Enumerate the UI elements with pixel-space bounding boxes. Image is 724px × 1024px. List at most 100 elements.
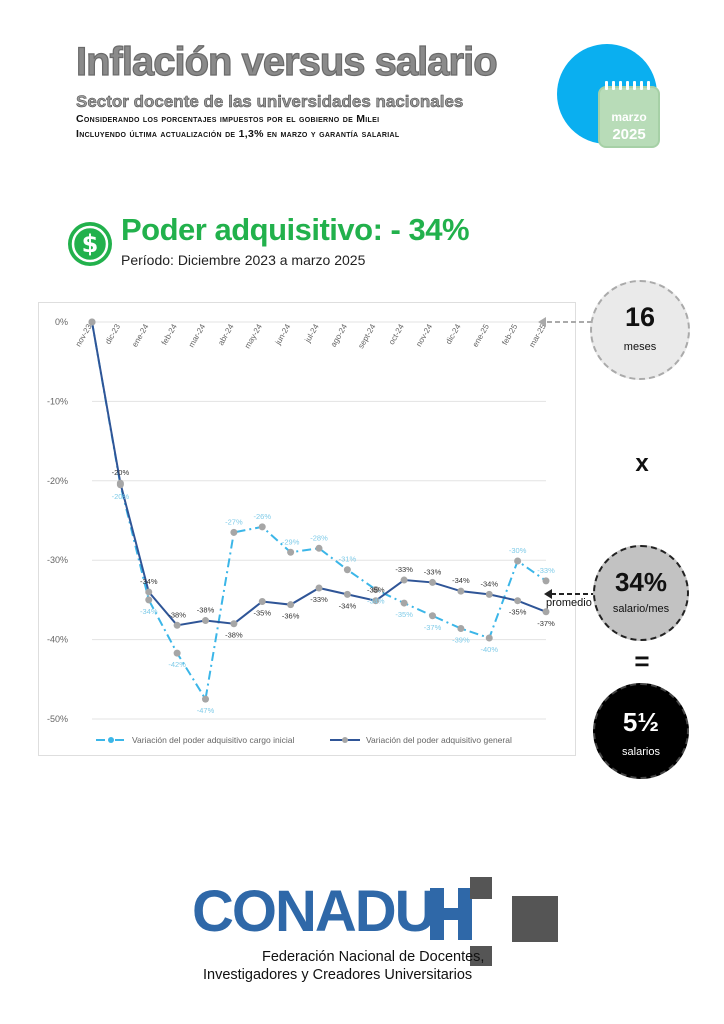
legend-marker [108,737,114,743]
salarios-label: salarios [622,746,660,758]
data-point [343,590,351,598]
data-label: -30% [509,546,527,555]
data-point [457,587,465,595]
dollar-icon: $ [68,222,112,266]
x-tick-label: nov-24 [414,322,434,348]
y-axis-ticks: 0% -10% -20% -30% -40% -50% [47,317,68,724]
salarios-value: 5½ [622,707,660,737]
data-point [542,577,550,585]
data-point [514,557,522,565]
data-label: -33% [537,566,555,575]
series-line-general [91,321,547,627]
data-point [429,612,436,620]
multiply-sign: x [635,450,649,477]
data-point [343,566,351,574]
line-chart: 0% -10% -20% -30% -40% -50% nov-23 dic-23 ene-2… [47,317,555,745]
percent-bubble [593,545,689,641]
x-axis-ticks: nov-23 dic-23 ene-24 feb-24 mar-24 abr-24 may-… [74,322,548,350]
chart-grid [92,321,546,720]
logo-square-icon [470,946,492,966]
legend-label-general: Variación del poder adquisitivo general [366,735,512,745]
legend-label-cargo-inicial: Variación del poder adquisitivo cargo in… [132,735,294,745]
data-point [315,584,323,592]
x-tick-label: ene-25 [471,322,492,349]
months-value: 16 [624,302,656,332]
context-line-2: Incluyendo última actualización de 1,3% … [76,128,400,140]
calendar-rings-icon [605,81,650,90]
data-label: -34% [480,579,498,588]
data-label: -37% [537,619,555,628]
data-label: -34% [140,577,158,586]
period-label: Período: Diciembre 2023 a marzo 2025 [121,252,366,268]
x-tick-label: may-24 [243,322,264,350]
data-point [485,590,493,598]
logo-h-icon [430,888,472,940]
headline: Poder adquisitivo: - 34% [121,212,470,247]
data-point [173,649,181,657]
data-point [230,620,238,628]
x-tick-label: feb-25 [500,322,519,347]
x-tick-label: jul-24 [303,322,321,345]
legend-marker [342,737,348,743]
data-label: -35% [253,608,271,617]
data-label: -34% [452,576,470,585]
data-label: -35% [509,608,527,617]
x-tick-label: dic-24 [444,322,463,346]
data-point [372,586,380,594]
months-bubble [590,280,690,380]
x-tick-label: sept-24 [356,322,377,350]
data-label: -34% [339,601,357,610]
x-tick-label: oct-24 [387,322,406,346]
data-point [514,597,522,605]
months-label: meses [623,341,657,353]
x-tick-label: abr-24 [216,322,236,347]
data-label: -36% [282,612,300,621]
data-point [116,479,124,487]
x-tick-label: nov-23 [74,322,94,348]
data-label: -27% [225,517,243,526]
logo-square-icon [470,877,492,899]
data-point [230,528,238,536]
conadu-logo: CONADU [192,879,437,944]
data-label: -34% [140,607,158,616]
data-label: -20% [112,492,130,501]
x-tick-label: dic-23 [103,322,122,346]
data-point [457,624,465,632]
data-point [372,597,380,605]
logo-square-icon [512,896,558,942]
promedio-label: promedio [546,597,592,609]
calendar-year: 2025 [612,126,646,143]
x-tick-label: ene-24 [130,322,151,349]
data-point [258,597,266,605]
data-point [145,588,153,596]
data-label: -37% [424,623,442,632]
svg-text:$: $ [82,230,99,258]
data-point [145,596,153,604]
data-label: -35% [367,586,385,595]
y-tick-label: -30% [47,555,68,565]
y-tick-label: -10% [47,396,68,406]
data-point [485,634,493,642]
y-tick-label: -20% [47,476,68,486]
data-label: -34% [367,597,385,606]
data-point [287,601,295,609]
percent-label: salario/mes [612,603,670,615]
data-point [400,576,408,584]
data-label: -33% [395,565,413,574]
page-subtitle: Sector docente de las universidades naci… [76,92,464,112]
series-line-cargo-inicial [91,321,547,702]
chart-legend: Variación del poder adquisitivo cargo in… [96,735,512,745]
percent-value: 34% [614,567,668,597]
equals-sign: = [634,646,650,676]
data-label: -33% [310,595,328,604]
x-tick-label: ago-24 [329,322,350,349]
x-tick-label: feb-24 [160,322,179,347]
data-point [202,617,209,625]
data-label: -29% [282,537,300,546]
org-name-line-2: Investigadores y Creadores Universitario… [203,967,473,983]
data-label: -38% [225,631,243,640]
data-label: -40% [480,645,498,654]
data-point [400,599,408,607]
y-tick-label: -50% [47,714,68,724]
data-label: -47% [197,706,215,715]
